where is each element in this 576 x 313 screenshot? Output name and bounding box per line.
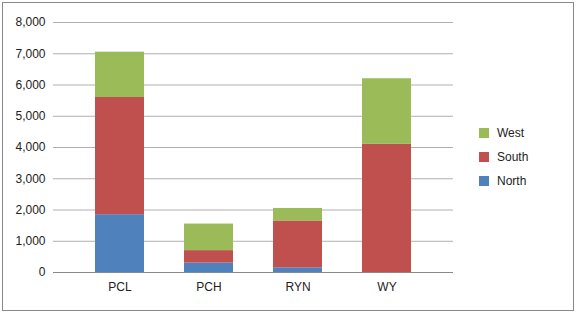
html-text:South: South [497,149,529,164]
svg-text:4,000: 4,000 [15,140,45,154]
svg-text:WY: WY [377,280,396,294]
svg-text:5,000: 5,000 [15,109,45,123]
html-text:West: West [497,125,525,140]
svg-text:7,000: 7,000 [15,46,45,60]
svg-text:RYN: RYN [285,280,310,294]
html-text:North: North [497,173,527,188]
svg-text:3,000: 3,000 [15,171,45,185]
svg-text:1,000: 1,000 [15,234,45,248]
svg-text:PCH: PCH [196,280,221,294]
svg-text:8,000: 8,000 [15,15,45,29]
svg-text:PCL: PCL [108,280,132,294]
svg-text:0: 0 [39,265,46,279]
svg-text:2,000: 2,000 [15,202,45,216]
svg-text:6,000: 6,000 [15,77,45,91]
